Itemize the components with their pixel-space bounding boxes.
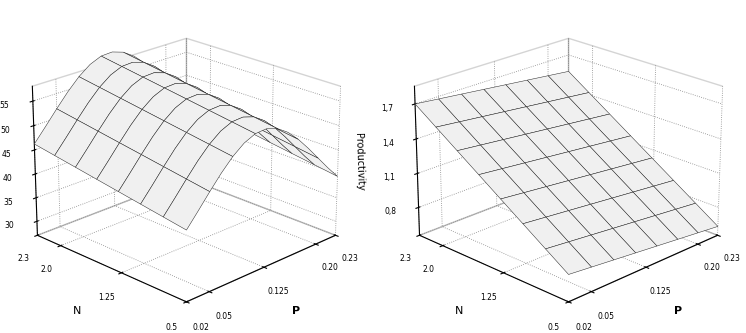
Y-axis label: N: N [73, 306, 81, 316]
X-axis label: P: P [292, 306, 300, 316]
Y-axis label: N: N [455, 306, 463, 316]
X-axis label: P: P [674, 306, 682, 316]
